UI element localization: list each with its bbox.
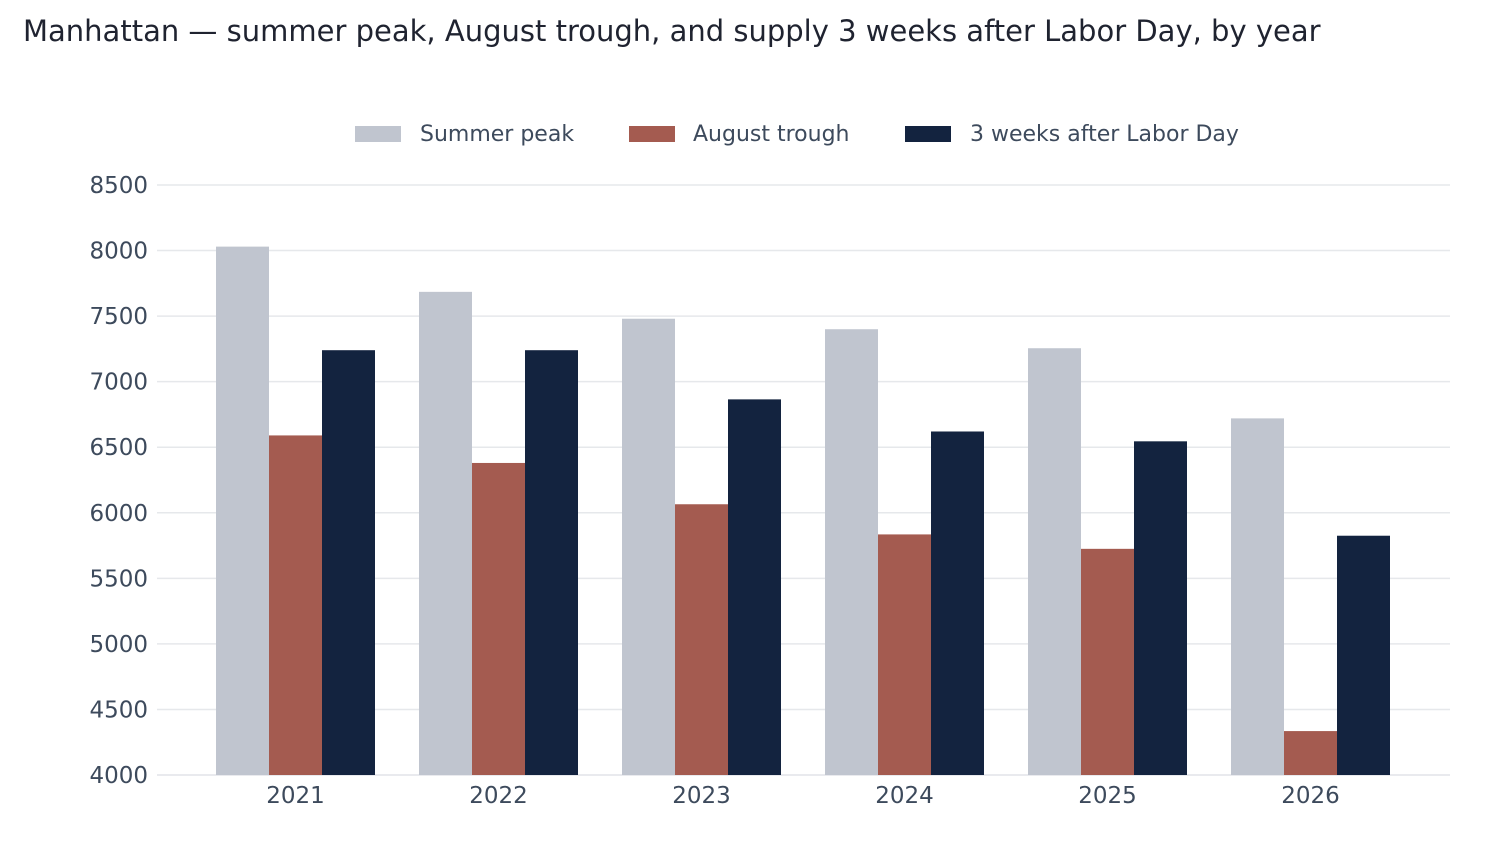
bar-3-weeks-after-labor-day-2022[interactable]: [525, 350, 578, 775]
bar-august-trough-2025[interactable]: [1081, 548, 1134, 775]
bar-summer-peak-2024[interactable]: [825, 329, 878, 775]
bar-august-trough-2022[interactable]: [472, 462, 525, 775]
bar-3-weeks-after-labor-day-2025[interactable]: [1134, 441, 1187, 775]
bar-august-trough-2026[interactable]: [1284, 731, 1337, 775]
legend-label: August trough: [693, 122, 849, 147]
y-tick-label: 8500: [89, 173, 148, 199]
bar-3-weeks-after-labor-day-2023[interactable]: [728, 399, 781, 775]
y-tick-label: 5500: [89, 566, 148, 592]
legend-item-august-trough[interactable]: August trough: [629, 122, 849, 147]
y-tick-label: 6500: [89, 435, 148, 461]
bar-summer-peak-2025[interactable]: [1028, 348, 1081, 775]
y-tick-label: 5000: [89, 632, 148, 658]
bar-summer-peak-2022[interactable]: [419, 291, 472, 775]
bar-august-trough-2023[interactable]: [675, 504, 728, 775]
legend-label: 3 weeks after Labor Day: [970, 122, 1239, 147]
legend-swatch: [629, 126, 675, 142]
bars: [216, 246, 1390, 776]
legend-swatch: [355, 126, 401, 142]
bar-summer-peak-2023[interactable]: [622, 318, 675, 775]
y-tick-label: 7000: [89, 370, 148, 396]
bar-3-weeks-after-labor-day-2021[interactable]: [322, 350, 375, 775]
y-axis-ticks: 4000 4500 5000 5500 6000 6500 7000 7500 8000 8500: [89, 173, 148, 789]
bar-august-trough-2021[interactable]: [269, 435, 322, 775]
bar-3-weeks-after-labor-day-2024[interactable]: [931, 431, 984, 775]
legend-item-3-weeks-after-labor-day[interactable]: 3 weeks after Labor Day: [905, 122, 1239, 147]
x-tick-label: 2025: [1078, 783, 1137, 809]
x-tick-label: 2026: [1281, 783, 1340, 809]
y-tick-label: 8000: [89, 239, 148, 265]
x-tick-label: 2021: [266, 783, 325, 809]
y-tick-label: 6000: [89, 501, 148, 527]
x-tick-label: 2023: [672, 783, 731, 809]
y-tick-label: 4000: [89, 763, 148, 789]
legend-label: Summer peak: [420, 122, 574, 147]
x-axis-ticks: 2021 2022 2023 2024 2025 2026: [266, 783, 1340, 809]
bar-summer-peak-2026[interactable]: [1231, 418, 1284, 775]
y-tick-label: 7500: [89, 304, 148, 330]
chart-title: Manhattan — summer peak, August trough, …: [23, 14, 1321, 48]
x-tick-label: 2024: [875, 783, 934, 809]
y-tick-label: 4500: [89, 697, 148, 723]
legend-swatch: [905, 126, 951, 142]
legend-item-summer-peak[interactable]: Summer peak: [355, 122, 574, 147]
bar-3-weeks-after-labor-day-2026[interactable]: [1337, 535, 1390, 775]
bar-august-trough-2024[interactable]: [878, 534, 931, 775]
x-tick-label: 2022: [469, 783, 528, 809]
legend[interactable]: Summer peak August trough 3 weeks after La…: [355, 122, 1239, 147]
bar-summer-peak-2021[interactable]: [216, 246, 269, 776]
